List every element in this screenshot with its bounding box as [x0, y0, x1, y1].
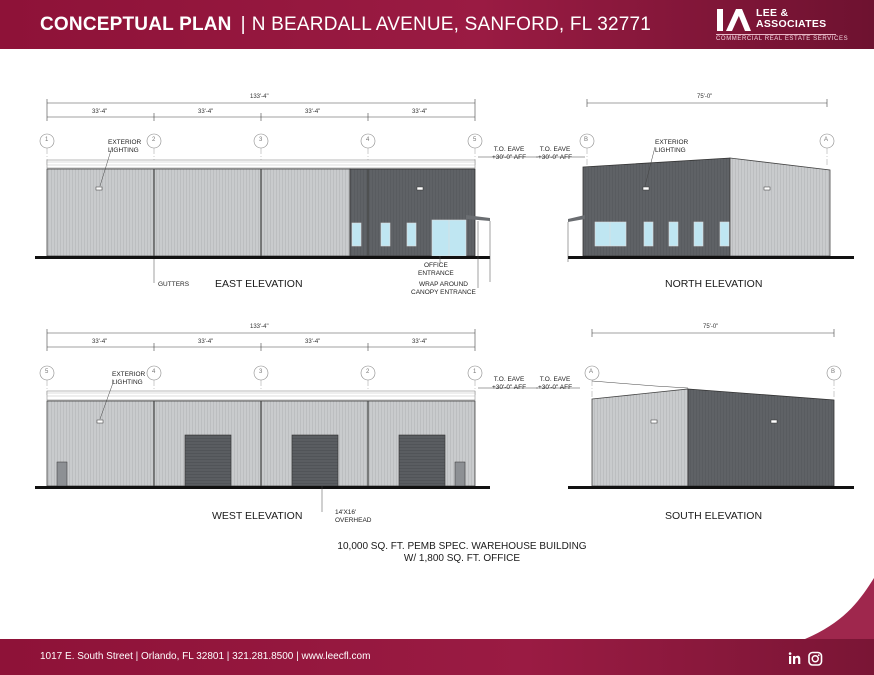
logo-name: LEE & ASSOCIATES: [756, 8, 826, 30]
west-lighting-note: EXTERIOR LIGHTING: [112, 371, 146, 386]
title-separator: |: [240, 14, 246, 35]
west-grid-label-1: 1: [473, 369, 477, 375]
title-bold: CONCEPTUAL PLAN: [40, 14, 232, 35]
west-overhead-note: 14'X16' OVERHEAD: [335, 509, 372, 524]
north-grid-label-a: A: [824, 137, 829, 143]
caption-line-1: 10,000 SQ. FT. PEMB SPEC. WAREHOUSE BUIL…: [337, 541, 587, 552]
west-bay-dimension-4: 33'-4": [412, 339, 428, 345]
west-grid-label-3: 3: [259, 369, 263, 375]
south-elevation-title: SOUTH ELEVATION: [665, 510, 763, 522]
social-links: [788, 651, 828, 672]
west-grid-label-4: 4: [152, 369, 156, 375]
north-eave-note: T.O. EAVE +30'-0" AFF: [538, 146, 573, 161]
east-grid-label-3: 3: [259, 137, 263, 143]
east-bay-dimension-4: 33'-4": [412, 109, 428, 115]
east-grid-label-2: 2: [152, 137, 156, 143]
company-logo: LEE & ASSOCIATES COMMERCIAL REAL ESTATE …: [716, 7, 866, 45]
north-grid-label-b: B: [584, 137, 589, 143]
caption-line-2: W/ 1,800 SQ. FT. OFFICE: [403, 553, 521, 564]
south-grid-label-a: A: [589, 369, 594, 375]
footer-bar: 1017 E. South Street | Orlando, FL 32801…: [0, 639, 874, 675]
east-grid-label-1: 1: [45, 137, 49, 143]
south-overall-dimension: 75'-0": [703, 324, 719, 330]
north-elevation: [536, 99, 854, 262]
west-overall-dimension: 133'-4": [250, 324, 269, 330]
logo-mark-icon: [717, 9, 751, 31]
south-eave-note: T.O. EAVE +30'-0" AFF: [538, 376, 573, 391]
west-grid-label-5: 5: [45, 369, 49, 375]
south-elevation: [536, 329, 854, 489]
east-office-entrance-note: OFFICE ENTRANCE: [418, 262, 454, 277]
east-eave-note: T.O. EAVE +30'-0" AFF: [492, 146, 527, 161]
west-bay-dimension-1: 33'-4": [92, 339, 108, 345]
logo-name-line2: ASSOCIATES: [756, 18, 827, 30]
east-elevation-title: EAST ELEVATION: [215, 278, 303, 290]
east-lighting-note: EXTERIOR LIGHTING: [108, 139, 142, 154]
west-elevation-title: WEST ELEVATION: [212, 510, 303, 522]
east-bay-dimension-2: 33'-4": [198, 109, 214, 115]
logo-tagline: COMMERCIAL REAL ESTATE SERVICES: [716, 36, 849, 42]
east-grid-label-4: 4: [366, 137, 370, 143]
east-grid-label-5: 5: [473, 137, 477, 143]
north-overall-dimension: 75'-0": [697, 94, 713, 100]
north-lighting-note: EXTERIOR LIGHTING: [655, 139, 689, 154]
east-overall-dimension: 133'-4": [250, 94, 269, 100]
east-canopy-note: WRAP AROUND CANOPY ENTRANCE: [411, 281, 476, 296]
page-title: CONCEPTUAL PLAN | N BEARDALL AVENUE, SANFO…: [40, 14, 651, 36]
header-bar: CONCEPTUAL PLAN | N BEARDALL AVENUE, SANFO…: [0, 0, 874, 49]
instagram-icon[interactable]: [808, 651, 823, 666]
linkedin-icon[interactable]: [788, 652, 801, 664]
east-gutters-note: GUTTERS: [158, 281, 190, 288]
west-grid-label-2: 2: [366, 369, 370, 375]
logo-divider: [716, 34, 836, 35]
west-bay-dimension-3: 33'-4": [305, 339, 321, 345]
west-elevation: [35, 329, 538, 512]
west-bay-dimension-2: 33'-4": [198, 339, 214, 345]
title-address: N BEARDALL AVENUE, SANFORD, FL 32771: [251, 14, 652, 35]
south-grid-label-b: B: [831, 369, 836, 375]
east-bay-dimension-1: 33'-4": [92, 109, 108, 115]
building-caption: 10,000 SQ. FT. PEMB SPEC. WAREHOUSE BUIL…: [0, 541, 874, 565]
north-elevation-title: NORTH ELEVATION: [665, 278, 763, 290]
east-elevation: [35, 99, 538, 288]
west-eave-note: T.O. EAVE +30'-0" AFF: [492, 376, 527, 391]
footer-contact: 1017 E. South Street | Orlando, FL 32801…: [40, 651, 371, 662]
logo-name-line1: LEE &: [756, 7, 789, 19]
east-bay-dimension-3: 33'-4": [305, 109, 321, 115]
